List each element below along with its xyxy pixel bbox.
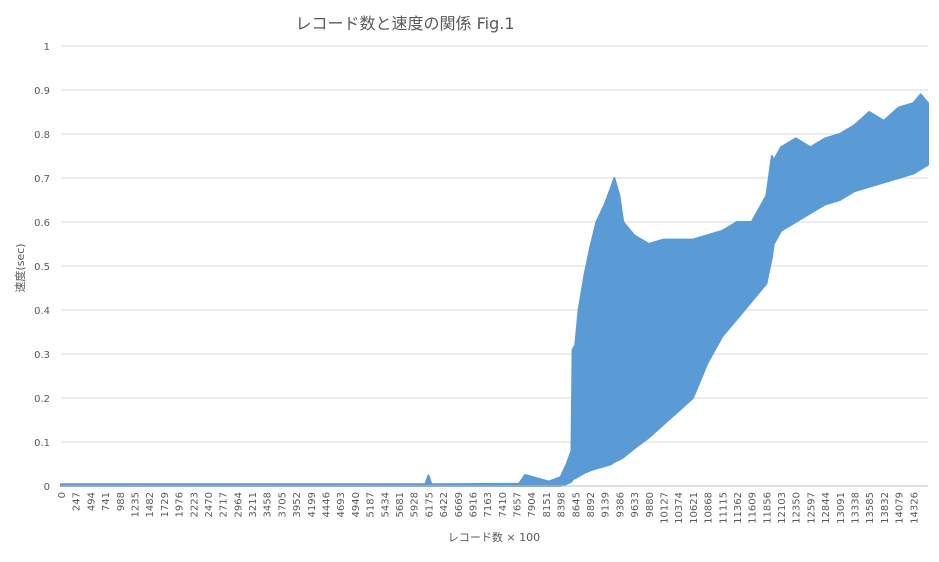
x-tick-label: 5434 [380, 492, 391, 517]
x-tick-label: 6669 [454, 492, 465, 517]
x-tick-label: 988 [116, 492, 127, 511]
x-tick-label: 8398 [557, 492, 568, 517]
x-tick-label: 9139 [601, 492, 612, 517]
x-tick-label: 11115 [718, 492, 729, 524]
x-tick-labels: 0 247 494 741 988 1235 1482 1729 1976 2223 2470 271… [57, 492, 920, 524]
y-axis-label: 速度(sec) [13, 243, 27, 292]
x-tick-label: 10127 [659, 492, 670, 524]
x-tick-label: 6916 [468, 492, 479, 517]
x-tick-label: 5187 [366, 492, 377, 517]
y-tick-label: 0.3 [34, 350, 50, 361]
x-axis-label: レコード数 × 100 [448, 531, 540, 544]
x-tick-label: 11609 [748, 492, 759, 524]
x-tick-label: 9880 [645, 492, 656, 517]
x-tick-label: 10374 [674, 492, 685, 524]
chart-title: レコード数と速度の関係 Fig.1 [296, 14, 515, 33]
x-tick-label: 247 [72, 492, 83, 511]
x-tick-label: 4446 [322, 492, 333, 517]
y-tick-label: 0.5 [34, 262, 50, 273]
x-tick-label: 1729 [160, 492, 171, 517]
gridlines [61, 45, 928, 443]
x-tick-label: 6175 [424, 492, 435, 517]
x-tick-label: 5681 [395, 492, 406, 517]
y-tick-label: 0.6 [34, 218, 50, 229]
x-tick-label: 12597 [806, 492, 817, 524]
x-tick-label: 7904 [527, 492, 538, 517]
x-tick-label: 0 [57, 492, 68, 498]
x-tick-label: 13091 [836, 492, 847, 524]
x-tick-label: 3458 [263, 492, 274, 517]
y-tick-label: 0 [44, 482, 50, 493]
x-tick-label: 2470 [204, 492, 215, 517]
x-tick-label: 13338 [851, 492, 862, 524]
data-series [60, 93, 929, 487]
x-tick-label: 13832 [880, 492, 891, 524]
x-tick-label: 8151 [542, 492, 553, 517]
x-tick-label: 3211 [248, 492, 259, 517]
y-tick-label: 1 [44, 42, 50, 53]
x-tick-label: 6422 [439, 492, 450, 517]
x-tick-label: 9633 [630, 492, 641, 517]
series-band [60, 93, 929, 487]
x-tick-label: 7163 [483, 492, 494, 517]
x-tick-label: 14079 [895, 492, 906, 524]
x-tick-label: 2964 [233, 492, 244, 517]
x-tick-label: 2717 [219, 492, 230, 517]
x-tick-label: 1482 [145, 492, 156, 517]
x-tick-label: 494 [86, 492, 97, 511]
x-tick-label: 12350 [792, 492, 803, 524]
x-tick-label: 10868 [704, 492, 715, 524]
y-tick-label: 0.2 [34, 394, 50, 405]
x-tick-label: 14326 [909, 492, 920, 524]
x-tick-label: 7410 [498, 492, 509, 517]
y-tick-label: 0.1 [34, 438, 50, 449]
y-tick-label: 0.7 [34, 174, 50, 185]
x-tick-label: 741 [101, 492, 112, 511]
x-tick-label: 11362 [733, 492, 744, 524]
x-tick-label: 4940 [351, 492, 362, 517]
x-tick-label: 9386 [615, 492, 626, 517]
x-tick-label: 11856 [762, 492, 773, 524]
x-tick-label: 12844 [821, 492, 832, 524]
x-tick-label: 7657 [513, 492, 524, 517]
x-tick-label: 1976 [175, 492, 186, 517]
x-tick-label: 4199 [307, 492, 318, 517]
x-tick-label: 5928 [410, 492, 421, 517]
x-tick-label: 8892 [586, 492, 597, 517]
x-tick-label: 10621 [689, 492, 700, 524]
x-tick-label: 2223 [189, 492, 200, 517]
y-tick-label: 0.4 [34, 306, 50, 317]
x-tick-label: 13585 [865, 492, 876, 524]
x-tick-label: 1235 [130, 492, 141, 517]
y-tick-label: 0.9 [34, 86, 50, 97]
x-tick-label: 3952 [292, 492, 303, 517]
y-tick-label: 0.8 [34, 130, 50, 141]
x-tick-label: 3705 [277, 492, 288, 517]
x-tick-label: 12103 [777, 492, 788, 524]
x-tick-label: 4693 [336, 492, 347, 517]
x-tick-label: 8645 [571, 492, 582, 517]
y-tick-labels: 0 0.1 0.2 0.3 0.4 0.5 0.6 0.7 0.8 0.9 1 [34, 42, 50, 493]
